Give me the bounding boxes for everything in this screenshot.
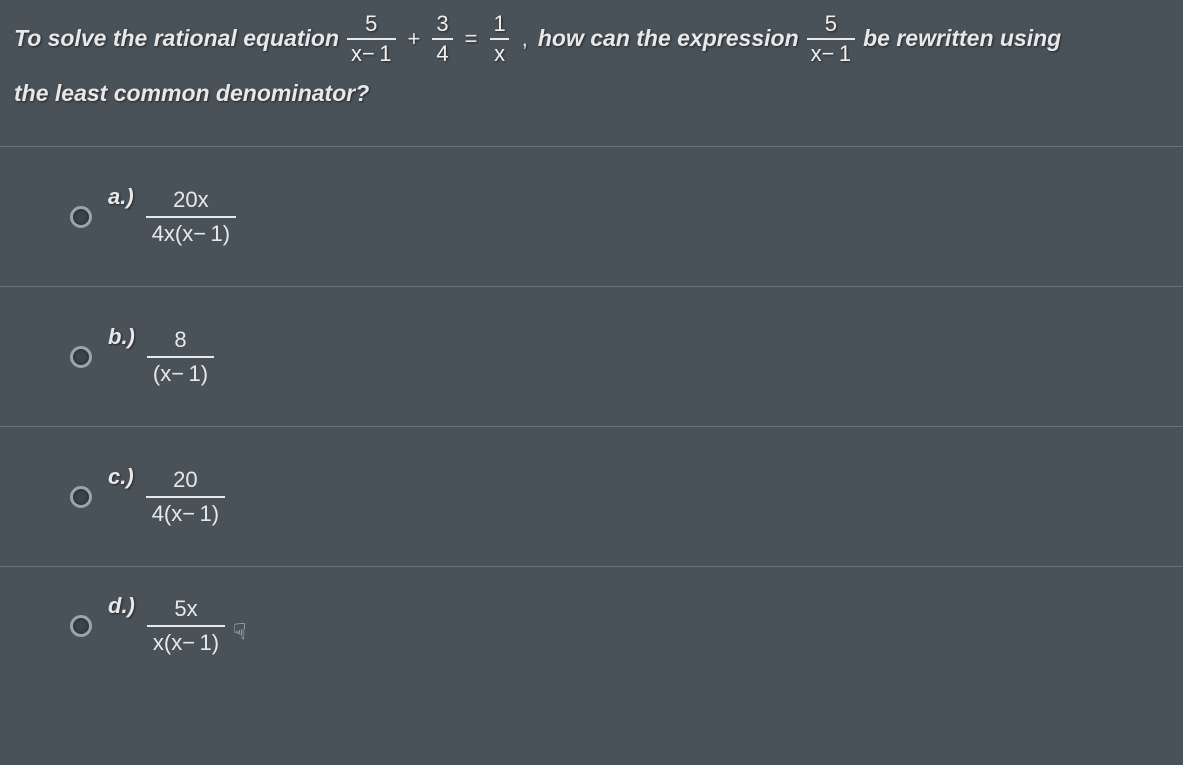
radio-d[interactable] [70,615,92,637]
radio-b[interactable] [70,346,92,368]
option-fraction-d: 5x x(x− 1) [147,596,225,656]
option-fraction-c: 20 4(x− 1) [146,467,225,527]
question-part3: be rewritten using [863,17,1061,61]
option-label-b: b.) [108,324,135,350]
hand-cursor-icon: ☟ [233,619,246,645]
answer-option-b[interactable]: b.) 8 (x− 1) [0,287,1183,427]
expression-fraction: 5 x− 1 [807,12,856,66]
plus-operator: + [404,18,425,60]
equals-operator: = [461,18,482,60]
equation-fraction-3: 1 x [490,12,510,66]
question-part2: how can the expression [538,17,799,61]
answer-list: a.) 20x 4x(x− 1) b.) 8 (x− 1) c.) 20 4(x… [0,147,1183,685]
option-label-c: c.) [108,464,134,490]
option-fraction-a: 20x 4x(x− 1) [146,187,236,247]
comma: , [518,18,532,60]
equation-fraction-2: 3 4 [432,12,452,66]
option-label-d: d.) [108,593,135,619]
option-label-a: a.) [108,184,134,210]
question-part1: To solve the rational equation [14,17,339,61]
radio-c[interactable] [70,486,92,508]
equation-fraction-1: 5 x− 1 [347,12,396,66]
question-text: To solve the rational equation 5 x− 1 + … [0,0,1183,147]
question-part4: the least common denominator? [14,72,369,116]
radio-a[interactable] [70,206,92,228]
option-fraction-b: 8 (x− 1) [147,327,214,387]
answer-option-a[interactable]: a.) 20x 4x(x− 1) [0,147,1183,287]
answer-option-d[interactable]: d.) 5x x(x− 1) ☟ [0,567,1183,685]
answer-option-c[interactable]: c.) 20 4(x− 1) [0,427,1183,567]
